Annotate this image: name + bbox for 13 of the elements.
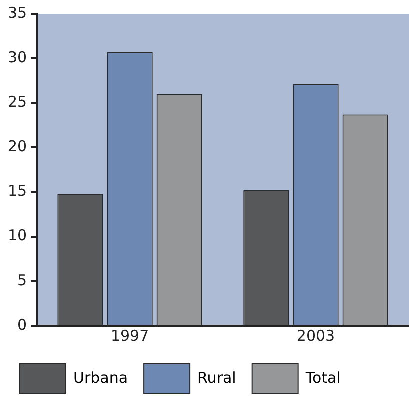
- y-tick-label: 25: [8, 93, 28, 112]
- legend-label: Total: [304, 368, 341, 387]
- y-tick-label: 35: [8, 4, 28, 22]
- y-tick-label: 10: [8, 226, 28, 245]
- x-tick-label: 1997: [110, 326, 150, 345]
- y-tick-label: 30: [8, 48, 28, 66]
- y-tick-label: 5: [18, 271, 28, 290]
- y-tick-label: 20: [8, 138, 28, 156]
- x-tick-label: 2003: [296, 326, 336, 345]
- y-tick-label: 0: [18, 316, 28, 334]
- legend-label: Urbana: [74, 368, 128, 387]
- y-tick-label: 15: [8, 182, 28, 200]
- legend-label: Rural: [198, 368, 236, 387]
